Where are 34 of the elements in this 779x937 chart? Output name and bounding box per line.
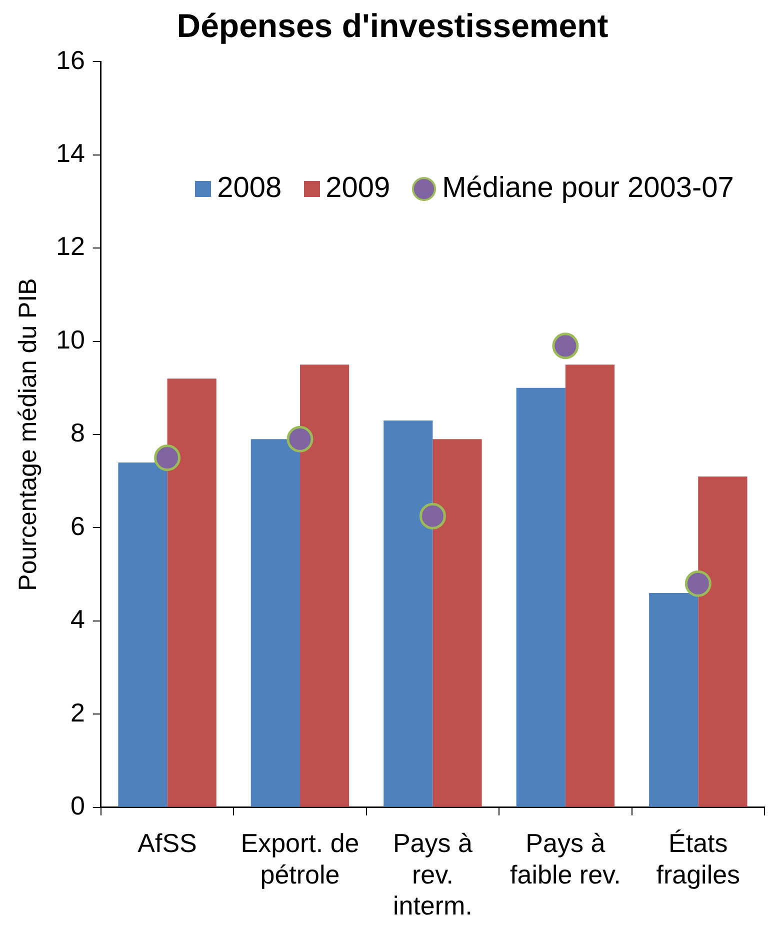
x-tick-label: Pays à faible rev.: [510, 828, 621, 890]
bar: [649, 592, 698, 807]
y-tick-label: 0: [70, 790, 85, 821]
point: [154, 444, 181, 472]
bar: [565, 364, 615, 807]
bar: [516, 388, 566, 807]
y-tick-label: 12: [56, 231, 85, 262]
bar: [432, 439, 482, 807]
y-axis-title: Pourcentage médian du PIB: [14, 278, 42, 591]
x-tick-label: AfSS: [138, 828, 197, 858]
y-tick-label: 10: [56, 324, 85, 354]
x-tick-label: Pays à rev. interm.: [392, 828, 473, 921]
x-tick-label: Export. de pétrole: [240, 828, 360, 890]
bar: [300, 364, 350, 807]
legend-label: 2009: [326, 172, 390, 205]
bar: [250, 439, 300, 807]
point: [419, 502, 446, 530]
y-tick-label: 2: [70, 697, 85, 728]
legend-label: Médiane pour 2003-07: [442, 172, 734, 205]
y-tick-label: 16: [56, 44, 85, 75]
y-tick-label: 4: [70, 604, 85, 634]
y-tick-label: 8: [70, 418, 85, 448]
bar: [118, 462, 168, 807]
bar: [384, 420, 433, 807]
legend-label: 2008: [217, 172, 282, 205]
chart-title: Dépenses d'investissement: [176, 6, 608, 44]
point: [684, 570, 712, 597]
bar: [167, 378, 216, 807]
y-tick-label: 6: [70, 510, 85, 541]
bar: [698, 476, 748, 807]
point: [286, 426, 314, 452]
point: [552, 332, 579, 360]
y-tick-label: 14: [56, 138, 85, 168]
x-tick-label: États fragiles: [656, 828, 740, 890]
